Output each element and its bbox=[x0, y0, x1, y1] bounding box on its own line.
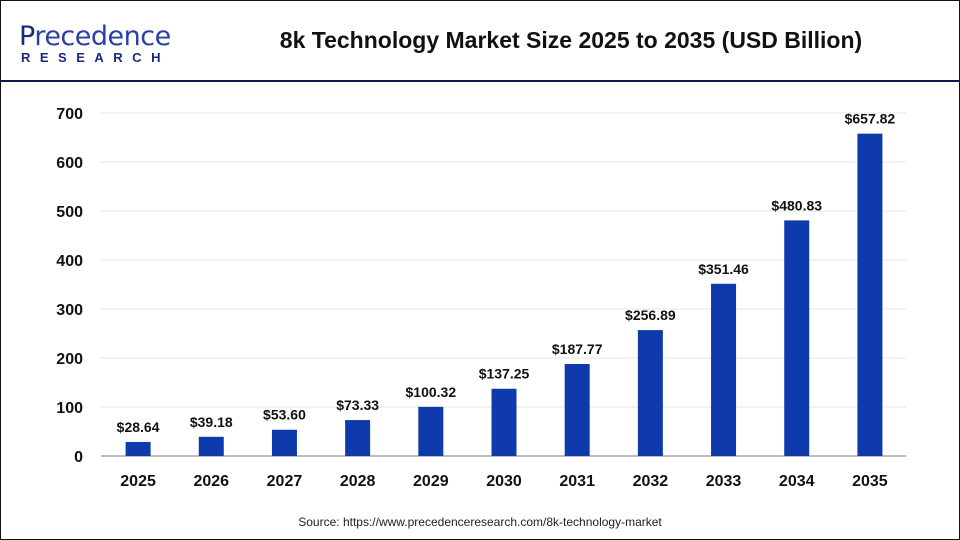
data-label: $28.64 bbox=[117, 419, 160, 435]
y-tick-label: 400 bbox=[56, 253, 83, 270]
bar bbox=[711, 283, 737, 456]
bar bbox=[637, 330, 663, 456]
x-tick-label: 2034 bbox=[779, 473, 815, 490]
logo-subtitle: RESEARCH bbox=[21, 50, 170, 65]
x-tick-label: 2027 bbox=[267, 473, 303, 490]
y-tick-label: 700 bbox=[56, 106, 83, 123]
bar bbox=[418, 406, 444, 456]
x-tick-label: 2032 bbox=[633, 473, 669, 490]
x-tick-label: 2025 bbox=[120, 473, 156, 490]
y-tick-label: 0 bbox=[74, 449, 83, 466]
y-tick-label: 100 bbox=[56, 400, 83, 417]
data-label: $100.32 bbox=[406, 384, 457, 400]
x-tick-label: 2029 bbox=[413, 473, 449, 490]
data-label: $351.46 bbox=[698, 261, 749, 277]
y-tick-label: 200 bbox=[56, 351, 83, 368]
bar bbox=[784, 220, 810, 456]
bar bbox=[857, 133, 883, 456]
bar bbox=[125, 441, 151, 456]
data-label: $39.18 bbox=[190, 414, 233, 430]
x-tick-label: 2035 bbox=[852, 473, 888, 490]
data-label: $73.33 bbox=[336, 397, 379, 413]
logo-initial: P bbox=[19, 21, 35, 52]
data-label: $53.60 bbox=[263, 407, 306, 423]
bar bbox=[198, 436, 224, 456]
x-tick-label: 2026 bbox=[193, 473, 229, 490]
x-tick-label: 2028 bbox=[340, 473, 376, 490]
bar bbox=[564, 363, 590, 456]
x-tick-label: 2030 bbox=[486, 473, 522, 490]
logo-wordmark: recedence bbox=[34, 21, 171, 52]
header: Precedence RESEARCH 8k Technology Market… bbox=[1, 1, 959, 82]
chart-title: 8k Technology Market Size 2025 to 2035 (… bbox=[279, 27, 863, 53]
y-tick-label: 300 bbox=[56, 302, 83, 319]
x-tick-label: 2031 bbox=[559, 473, 595, 490]
data-label: $137.25 bbox=[479, 366, 530, 382]
x-tick-label: 2033 bbox=[706, 473, 742, 490]
bar bbox=[271, 429, 297, 456]
data-label: $256.89 bbox=[625, 307, 676, 323]
data-label: $657.82 bbox=[845, 111, 896, 127]
source-note: Source: https://www.precedenceresearch.c… bbox=[298, 515, 662, 529]
y-tick-label: 500 bbox=[56, 204, 83, 221]
data-label: $187.77 bbox=[552, 341, 603, 357]
bar bbox=[491, 388, 517, 456]
y-tick-label: 600 bbox=[56, 155, 83, 172]
precedence-research-logo: Precedence RESEARCH bbox=[19, 23, 171, 65]
data-label: $480.83 bbox=[771, 197, 822, 213]
bar bbox=[345, 420, 371, 456]
